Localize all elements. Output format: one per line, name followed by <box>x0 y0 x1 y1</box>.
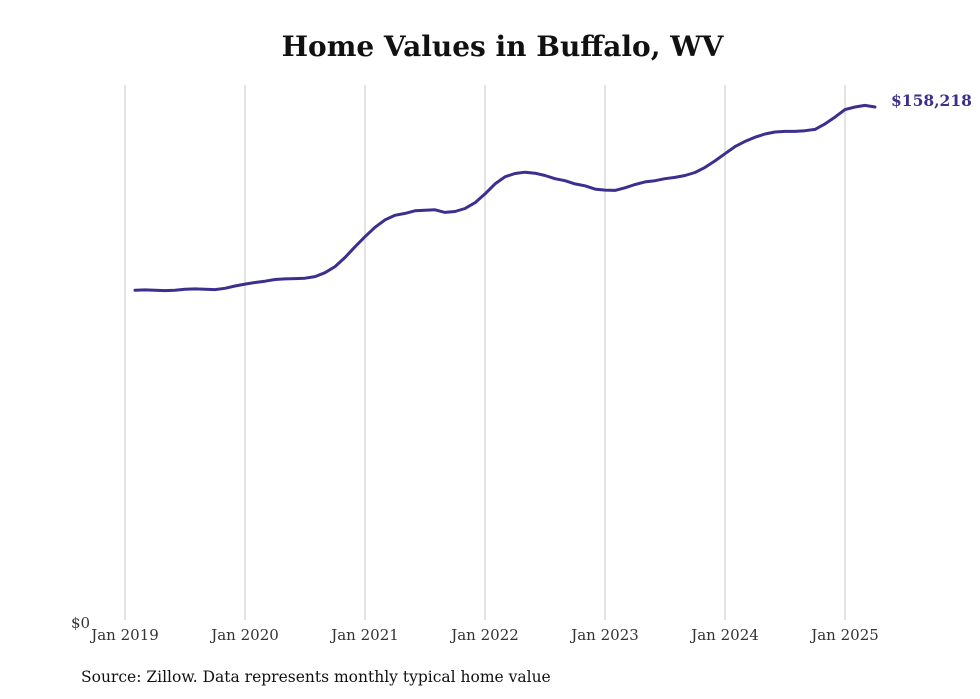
x-tick-label: Jan 2025 <box>809 626 879 644</box>
x-tick-label: Jan 2024 <box>689 626 759 644</box>
x-tick-label: Jan 2020 <box>209 626 279 644</box>
x-tick-labels: Jan 2019 Jan 2020 Jan 2021 Jan 2022 Jan 2023… <box>89 626 879 644</box>
y-tick-label: $0 <box>71 614 90 632</box>
series-line-home-value <box>133 103 877 293</box>
x-tick-label: Jan 2021 <box>329 626 399 644</box>
source-note: Source: Zillow. Data represents monthly … <box>81 668 551 686</box>
x-tick-label: Jan 2022 <box>449 626 519 644</box>
x-tick-label: Jan 2023 <box>569 626 639 644</box>
x-tick-label: Jan 2019 <box>89 626 159 644</box>
gridlines <box>124 85 846 620</box>
chart-title: Home Values in Buffalo, WV <box>281 30 724 63</box>
y-tick-labels: $0 <box>71 614 90 632</box>
end-value-label: $158,218 <box>891 91 972 110</box>
